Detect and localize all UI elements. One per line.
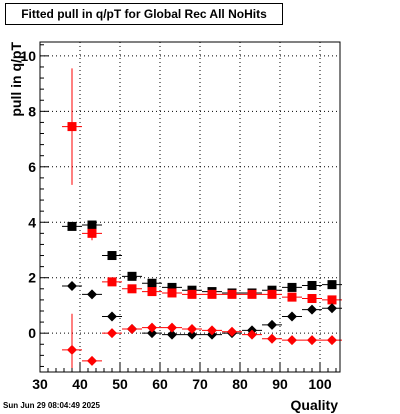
x-tick-label: 70	[192, 376, 208, 392]
y-tick-label: 8	[28, 103, 36, 119]
diamond-marker	[167, 329, 177, 340]
square-marker	[187, 289, 197, 299]
y-tick-label: 6	[28, 159, 36, 175]
diamond-marker	[307, 304, 317, 315]
x-tick-label: 80	[232, 376, 248, 392]
plot-frame	[39, 41, 341, 373]
diamond-marker	[67, 344, 77, 355]
error-bars	[62, 68, 342, 372]
square-marker	[147, 278, 157, 288]
square-marker	[327, 280, 337, 290]
square-marker	[87, 220, 97, 230]
diamond-marker	[187, 329, 197, 340]
chart-title: Fitted pull in q/pT for Global Rec All N…	[21, 7, 267, 21]
square-marker	[107, 277, 117, 287]
diamond-marker	[147, 322, 157, 333]
square-marker	[67, 122, 77, 132]
diamond-marker	[307, 335, 317, 346]
axis-ticks	[39, 44, 337, 372]
diamond-marker	[187, 324, 197, 335]
square-marker	[207, 289, 217, 299]
square-marker	[127, 284, 137, 294]
y-tick-label: 0	[28, 325, 36, 341]
tick-labels: 30 40 50 60 70 80 90 100 0 2 4 6 8 10	[20, 48, 331, 392]
diamond-marker	[87, 289, 97, 300]
square-marker	[307, 280, 317, 290]
diamond-marker	[127, 324, 137, 335]
diamond-marker	[267, 319, 277, 330]
y-tick-label: 4	[28, 214, 36, 230]
diamond-marker	[107, 328, 117, 339]
y-tick-label: 10	[20, 48, 36, 64]
diamond-marker	[267, 333, 277, 344]
square-marker	[127, 271, 137, 281]
diamond-marker	[207, 325, 217, 336]
diamond-marker	[247, 329, 257, 340]
y-tick-label: 2	[28, 270, 36, 286]
x-tick-label: 30	[32, 376, 48, 392]
diamond-marker	[167, 322, 177, 333]
square-marker	[307, 294, 317, 304]
square-marker	[167, 282, 177, 292]
diamond-marker	[327, 303, 337, 314]
diamond-marker	[227, 326, 237, 337]
x-tick-label: 50	[112, 376, 128, 392]
square-marker	[247, 289, 257, 299]
square-marker	[227, 289, 237, 299]
data-markers	[67, 122, 337, 366]
diamond-marker	[287, 335, 297, 346]
square-marker	[147, 287, 157, 297]
diamond-marker	[107, 311, 117, 322]
diamond-marker	[147, 328, 157, 339]
x-axis-label: Quality	[291, 397, 339, 413]
chart-title-box: Fitted pull in q/pT for Global Rec All N…	[5, 3, 283, 25]
square-marker	[267, 289, 277, 299]
diamond-marker	[87, 355, 97, 366]
square-marker	[107, 251, 117, 261]
grid	[40, 42, 340, 372]
diamond-marker	[327, 335, 337, 346]
square-marker	[287, 292, 297, 302]
diamond-marker	[287, 311, 297, 322]
x-tick-label: 90	[272, 376, 288, 392]
y-axis-label: pull in q/pT	[8, 42, 24, 117]
square-marker	[167, 288, 177, 298]
diamond-marker	[67, 281, 77, 292]
square-marker	[67, 221, 77, 231]
x-tick-label: 40	[72, 376, 88, 392]
square-marker	[287, 282, 297, 292]
timestamp: Sun Jun 29 08:04:49 2025	[3, 401, 100, 410]
square-marker	[87, 228, 97, 238]
x-tick-label: 60	[152, 376, 168, 392]
x-tick-label: 100	[308, 376, 332, 392]
square-marker	[327, 295, 337, 305]
